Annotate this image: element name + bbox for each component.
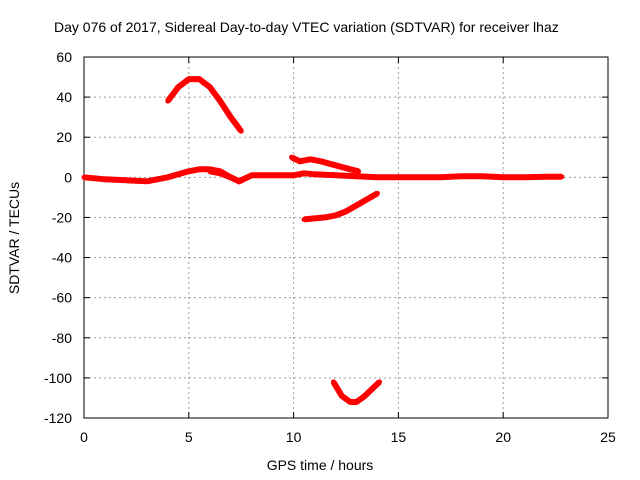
y-tick-label: -120 <box>44 410 72 426</box>
data-point <box>542 174 548 180</box>
data-point <box>291 172 297 178</box>
data-point <box>102 176 108 182</box>
x-axis-label: GPS time / hours <box>266 457 374 473</box>
data-point <box>217 170 223 176</box>
data-point <box>297 158 303 164</box>
data-point <box>244 174 250 180</box>
y-tick-label: -20 <box>52 209 72 225</box>
data-point <box>333 212 339 218</box>
data-point <box>175 84 181 90</box>
data-point <box>339 393 345 399</box>
x-tick-label: 25 <box>600 429 616 445</box>
data-point <box>236 178 242 184</box>
series-arc-bottom <box>330 379 382 405</box>
x-tick-label: 15 <box>391 429 407 445</box>
data-point <box>207 84 213 90</box>
data-point <box>238 128 244 134</box>
y-tick-label: -60 <box>52 290 72 306</box>
data-point <box>186 76 192 82</box>
data-point <box>196 166 202 172</box>
data-point <box>521 174 527 180</box>
data-point <box>364 196 370 202</box>
y-tick-label: -40 <box>52 250 72 266</box>
data-point <box>500 174 506 180</box>
data-point <box>144 178 150 184</box>
data-point <box>458 173 464 179</box>
data-point <box>559 174 565 180</box>
data-point <box>270 172 276 178</box>
data-point <box>374 174 380 180</box>
data-point <box>186 168 192 174</box>
data-point <box>228 174 234 180</box>
plot-frame <box>83 56 609 419</box>
y-axis-label: SDTVAR / TECUs <box>6 181 22 295</box>
x-tick-label: 20 <box>495 429 511 445</box>
data-point <box>377 379 383 385</box>
data-point <box>362 393 368 399</box>
data-point <box>479 173 485 179</box>
y-tick-label: -80 <box>52 330 72 346</box>
data-point <box>333 162 339 168</box>
data-point <box>165 174 171 180</box>
data-point <box>353 173 359 179</box>
x-tick-label: 5 <box>185 429 193 445</box>
data-point <box>301 170 307 176</box>
data-point <box>333 172 339 178</box>
data-point <box>330 379 336 385</box>
y-tick-label: -100 <box>44 370 72 386</box>
data-point <box>347 166 353 172</box>
data-point <box>123 177 129 183</box>
y-tick-label: 0 <box>64 169 72 185</box>
y-tick-label: 20 <box>56 129 72 145</box>
y-tick-label: 60 <box>56 49 72 65</box>
data-point <box>207 168 213 174</box>
data-point <box>228 114 234 120</box>
data-point <box>356 168 362 174</box>
data-point <box>343 208 349 214</box>
data-point <box>395 174 401 180</box>
data-point <box>289 154 295 160</box>
data-point <box>196 76 202 82</box>
data-point <box>301 216 307 222</box>
data-point <box>81 174 87 180</box>
data-point <box>353 202 359 208</box>
data-point <box>353 399 359 405</box>
data-point <box>318 158 324 164</box>
data-point <box>165 98 171 104</box>
data-point <box>370 385 376 391</box>
series-baseline <box>83 166 562 185</box>
data-point <box>312 171 318 177</box>
y-tick-label: 40 <box>56 89 72 105</box>
data-point <box>217 98 223 104</box>
data-point <box>249 172 255 178</box>
data-point <box>322 214 328 220</box>
data-point <box>374 190 380 196</box>
data-point <box>416 174 422 180</box>
data-point <box>437 174 443 180</box>
data-point <box>347 399 353 405</box>
data-point <box>307 156 313 162</box>
x-tick-label: 0 <box>80 429 88 445</box>
chart-title: Day 076 of 2017, Sidereal Day-to-day VTE… <box>54 19 559 35</box>
x-tick-label: 10 <box>286 429 302 445</box>
